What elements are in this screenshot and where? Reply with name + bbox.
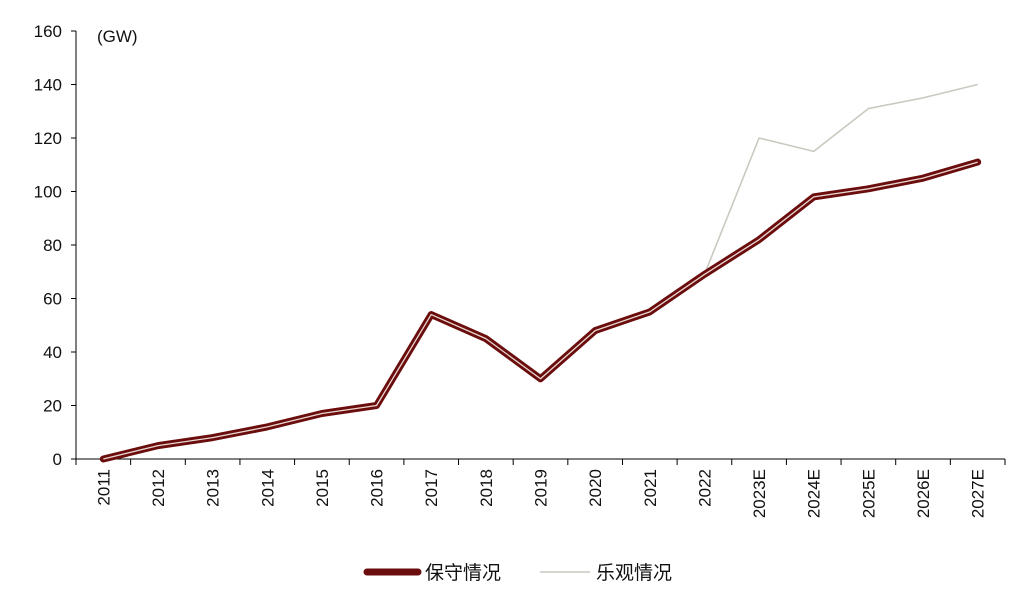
- series-layer: [99, 83, 982, 463]
- legend-item-optimistic: 乐观情况: [540, 562, 672, 584]
- x-tick-label: 2015: [313, 469, 332, 507]
- axes: 0 20 40 60 80 100 120 140 160 2011 2012 2013 2014 201…: [34, 22, 1006, 518]
- legend-label: 保守情况: [425, 562, 501, 584]
- x-tick-label: 2024E: [805, 469, 824, 518]
- x-tick-label: 2021: [641, 469, 660, 507]
- x-tick-label: 2016: [368, 469, 387, 507]
- x-tick-label: 2019: [532, 469, 551, 507]
- series-conservative: [99, 158, 982, 463]
- series-optimistic: [103, 83, 978, 460]
- x-tick-label: 2020: [586, 469, 605, 507]
- x-tick-label: 2026E: [914, 469, 933, 518]
- y-tick-label: 80: [43, 236, 62, 255]
- x-tick-label: 2023E: [750, 469, 769, 518]
- x-tick-label: 2022: [695, 469, 714, 507]
- legend-label: 乐观情况: [596, 562, 672, 584]
- x-tick-label: 2011: [94, 469, 113, 506]
- y-tick-label: 60: [43, 290, 62, 309]
- y-tick-label: 20: [43, 397, 62, 416]
- x-tick-label: 2014: [258, 469, 277, 507]
- x-tick-label: 2018: [477, 469, 496, 507]
- series-line-inner: [103, 161, 978, 460]
- x-tick-label: 2013: [204, 469, 223, 507]
- x-tick-label: 2012: [149, 469, 168, 507]
- x-tick-label: 2027E: [969, 469, 988, 518]
- y-tick-label: 140: [34, 76, 62, 95]
- y-tick-label: 0: [53, 450, 62, 469]
- legend-item-conservative: 保守情况: [363, 562, 501, 584]
- y-tick-label: 100: [34, 183, 62, 202]
- y-tick-label: 40: [43, 343, 62, 362]
- y-tick-label: 120: [34, 129, 62, 148]
- unit-label: (GW): [97, 27, 138, 46]
- y-tick-label: 160: [34, 22, 62, 41]
- x-tick-label: 2025E: [859, 469, 878, 518]
- x-tick-label: 2017: [422, 469, 441, 507]
- series-line: [103, 83, 978, 460]
- series-line-outer: [99, 158, 982, 463]
- legend: 保守情况 乐观情况: [363, 562, 672, 584]
